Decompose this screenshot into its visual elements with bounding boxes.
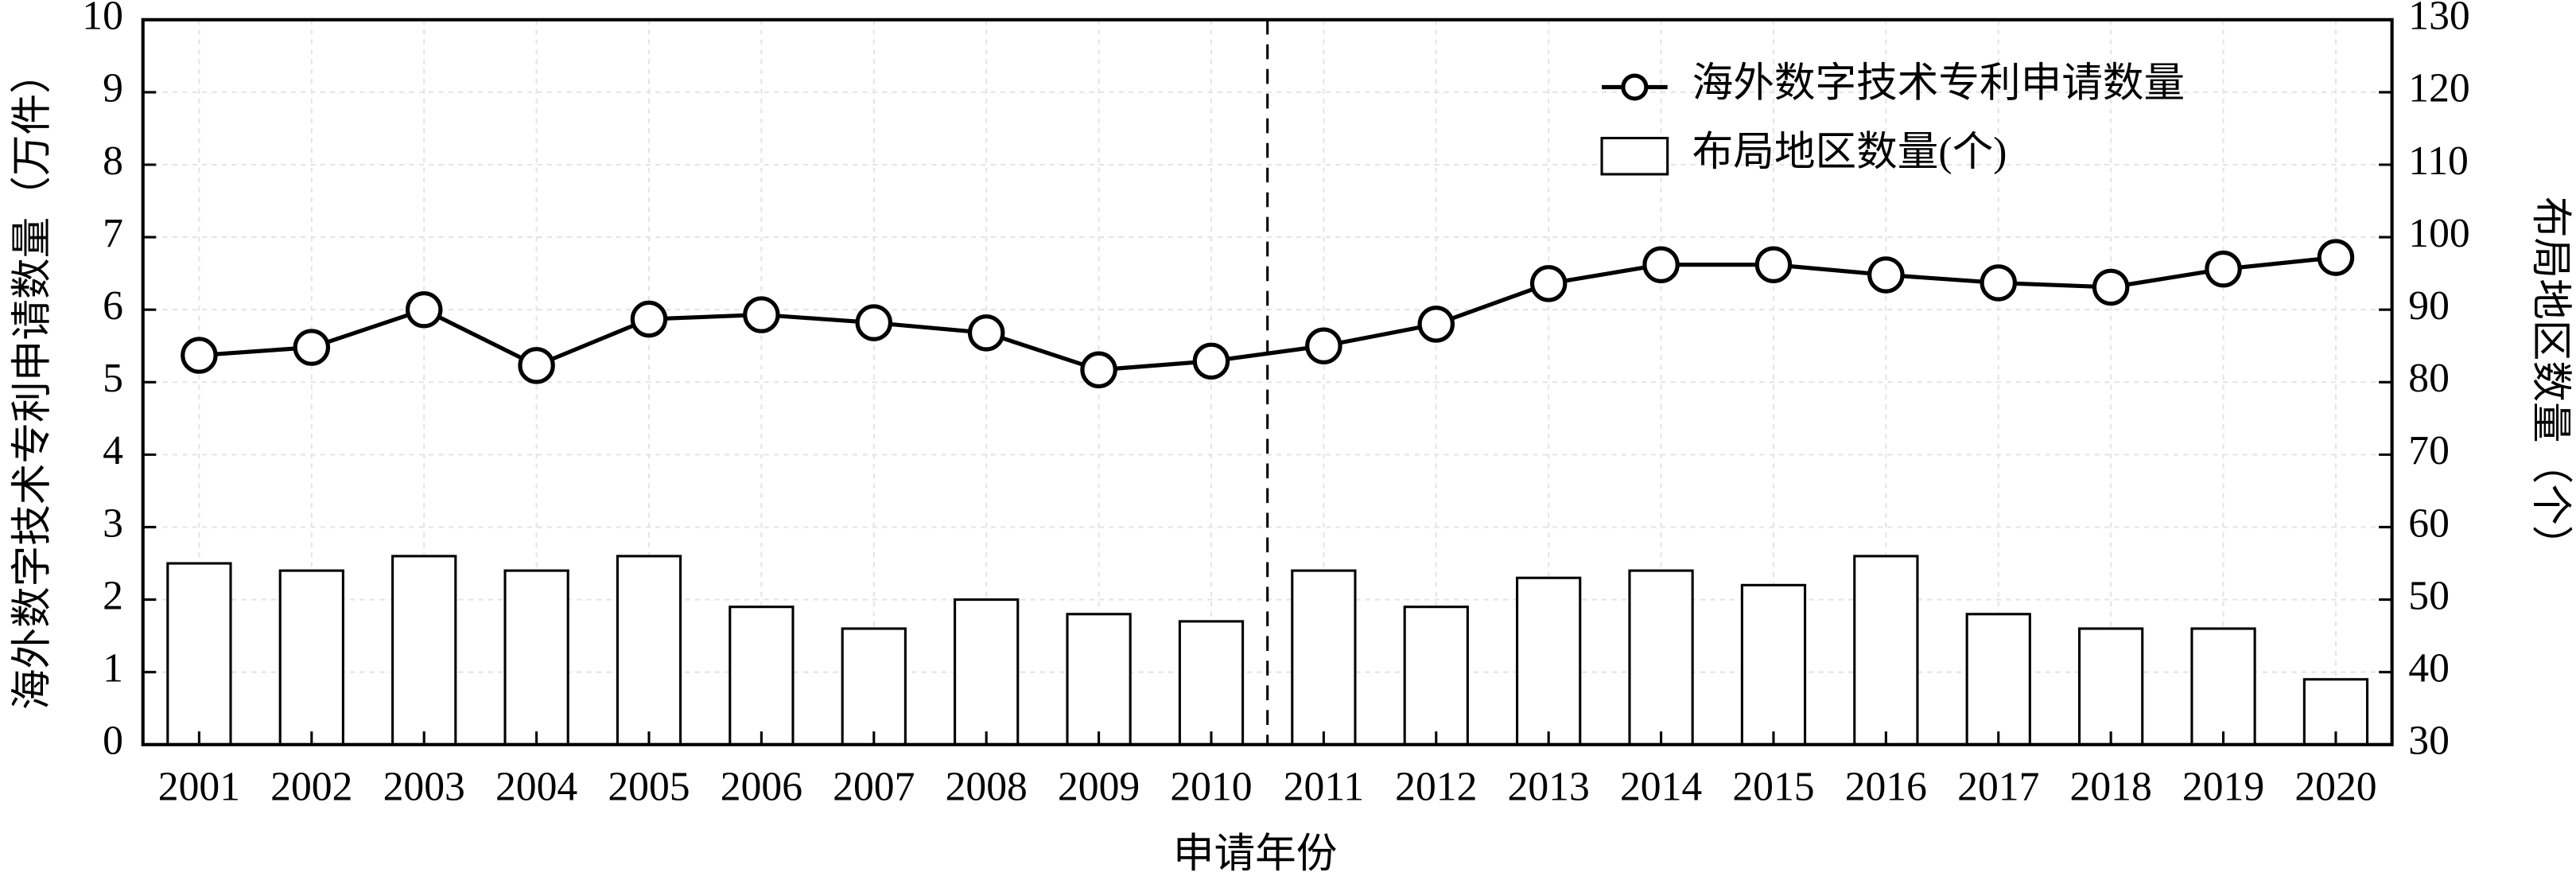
x-tick-label: 2015	[1732, 764, 1814, 809]
bar	[1403, 606, 1469, 746]
y2-tick-label: 70	[2408, 428, 2450, 473]
x-tick-label: 2013	[1508, 764, 1590, 809]
marker	[967, 314, 1005, 352]
legend-marker	[1621, 73, 1649, 101]
y-tick-label: 5	[103, 356, 123, 401]
legend-swatch	[1600, 136, 1669, 176]
bar	[954, 598, 1020, 746]
y2-tick-label: 130	[2408, 0, 2469, 39]
x-tick-label: 2007	[833, 764, 915, 809]
y2-tick-label: 30	[2408, 719, 2450, 764]
marker	[518, 347, 555, 384]
marker	[2317, 239, 2355, 276]
y-tick-label: 9	[103, 66, 123, 111]
x-tick-label: 2010	[1170, 764, 1252, 809]
x-tick-label: 2001	[158, 764, 240, 809]
marker	[855, 304, 893, 341]
bar	[1740, 583, 1807, 746]
marker	[1642, 246, 1680, 283]
x-tick-label: 2003	[383, 764, 465, 809]
marker	[1867, 256, 1905, 294]
x-tick-label: 2008	[946, 764, 1028, 809]
bar	[841, 627, 907, 746]
y-tick-label: 4	[103, 428, 123, 473]
x-axis-title: 申请年份	[1173, 832, 1338, 877]
y2-tick-label: 100	[2408, 211, 2469, 256]
x-tick-label: 2009	[1058, 764, 1140, 809]
marker	[2092, 268, 2130, 306]
marker	[405, 290, 443, 329]
x-tick-label: 2004	[495, 764, 577, 809]
y-axis-title: 海外数字技术专利申请数量（万件）	[10, 53, 55, 710]
bar	[1291, 569, 1357, 746]
marker	[1305, 327, 1342, 364]
y-tick-label: 2	[103, 573, 123, 618]
y-tick-label: 0	[103, 719, 123, 764]
x-tick-label: 2017	[1957, 764, 2039, 809]
marker	[1417, 306, 1455, 343]
bar	[1965, 613, 2031, 746]
bar	[1516, 576, 1582, 746]
bar	[1178, 620, 1245, 746]
marker	[1529, 265, 1568, 302]
y-tick-label: 3	[103, 500, 123, 546]
x-tick-label: 2016	[1845, 764, 1927, 809]
y-tick-label: 8	[103, 138, 123, 184]
bar	[616, 555, 682, 746]
marker	[630, 300, 668, 338]
marker	[743, 296, 780, 333]
marker	[2205, 250, 2242, 288]
x-tick-label: 2019	[2182, 764, 2264, 809]
x-tick-label: 2011	[1284, 764, 1364, 809]
marker	[1754, 246, 1793, 283]
bar	[2190, 627, 2256, 746]
bar	[391, 555, 457, 746]
bar	[1066, 613, 1132, 746]
x-tick-label: 2002	[270, 764, 352, 809]
y2-tick-label: 40	[2408, 646, 2450, 691]
x-tick-label: 2005	[608, 764, 690, 809]
y2-tick-label: 60	[2408, 500, 2450, 546]
x-tick-label: 2014	[1620, 764, 1702, 809]
y-tick-label: 6	[103, 283, 123, 329]
y-tick-label: 1	[103, 646, 123, 691]
marker	[181, 337, 218, 374]
y2-tick-label: 110	[2408, 138, 2469, 184]
bar	[2078, 627, 2144, 746]
x-tick-label: 2012	[1395, 764, 1477, 809]
legend-label: 海外数字技术专利申请数量	[1692, 60, 2186, 106]
line	[199, 255, 2337, 372]
bar	[729, 606, 795, 746]
y2-tick-label: 90	[2408, 283, 2450, 329]
bar	[166, 562, 232, 746]
bar	[278, 569, 344, 746]
marker	[293, 329, 331, 366]
y2-tick-label: 120	[2408, 66, 2469, 111]
y-tick-label: 10	[82, 0, 123, 39]
x-tick-label: 2018	[2070, 764, 2152, 809]
legend-label: 布局地区数量(个)	[1692, 130, 2007, 175]
marker	[1980, 264, 2017, 302]
marker	[1080, 351, 1117, 389]
y2-tick-label: 80	[2408, 356, 2450, 401]
marker	[1192, 342, 1230, 380]
bar	[503, 569, 569, 746]
x-tick-label: 2006	[721, 764, 802, 809]
y2-axis-title: 布局地区数量（个）	[2527, 197, 2573, 567]
y2-tick-label: 50	[2408, 573, 2450, 618]
x-tick-label: 2020	[2294, 764, 2376, 809]
bar	[1853, 555, 1919, 746]
bar	[1628, 569, 1694, 746]
y-tick-label: 7	[103, 211, 123, 256]
